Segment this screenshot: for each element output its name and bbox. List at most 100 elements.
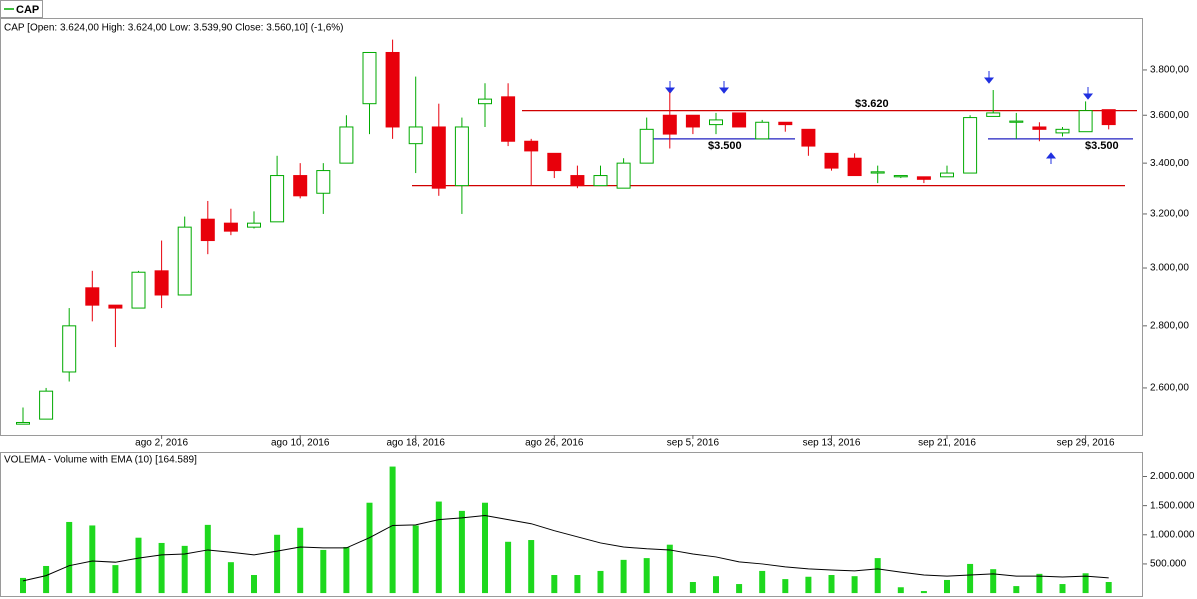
y-tick-label: 1.500.000: [1150, 500, 1195, 511]
volume-bar: [158, 542, 165, 594]
x-tick-label: ago 26, 2016: [525, 438, 584, 449]
volume-bar: [343, 547, 350, 594]
volume-bar: [297, 527, 304, 594]
volume-bar: [805, 576, 812, 594]
candle-body: [177, 226, 192, 296]
volume-bar: [897, 587, 904, 594]
legend-box: [0, 0, 43, 18]
arrow-down: [1082, 87, 1094, 100]
level-label: $3.620: [855, 98, 889, 110]
candle-body: [501, 96, 516, 142]
candle-body: [524, 140, 539, 152]
candle-body: [1078, 110, 1093, 133]
volume-bar: [505, 541, 512, 594]
candle-body: [593, 175, 608, 187]
candle-body: [408, 126, 423, 145]
volume-bar: [736, 584, 743, 594]
volume-bar: [43, 565, 50, 594]
candle-body: [431, 126, 446, 189]
arrow-up: [1045, 152, 1057, 164]
volume-bar: [112, 565, 119, 594]
arrow-down: [983, 71, 995, 84]
volume-bar: [574, 575, 581, 594]
candle-body: [1009, 120, 1024, 123]
x-tick-label: sep 21, 2016: [918, 438, 976, 449]
legend-label: CAP: [16, 4, 39, 16]
level-label: $3.500: [1085, 140, 1119, 152]
volume-bar: [1105, 582, 1112, 594]
volume-bar: [251, 575, 257, 594]
volume-bar: [389, 466, 396, 594]
arrow-down: [664, 81, 676, 94]
y-tick-label: 2.000.000: [1150, 471, 1195, 482]
candle-body: [200, 218, 215, 242]
y-tick-label: 3.000,00: [1150, 263, 1189, 274]
volume-bar: [528, 540, 535, 594]
candle-body: [870, 171, 885, 174]
x-tick-label: ago 10, 2016: [271, 438, 330, 449]
candle-body: [732, 112, 747, 128]
candle-body: [362, 51, 377, 105]
volume-bar: [920, 591, 927, 594]
volume-panel: [0, 452, 1143, 597]
volume-bar: [1059, 584, 1066, 594]
candle-body: [1055, 128, 1070, 134]
candle-body: [639, 128, 654, 164]
x-tick-label: ago 2, 2016: [135, 438, 188, 449]
candle-body: [547, 152, 562, 172]
volume-bar: [944, 579, 950, 594]
candle-body: [570, 175, 585, 187]
candle-body: [131, 271, 146, 309]
y-tick-label: 3.200,00: [1150, 209, 1189, 220]
candle-body: [270, 175, 285, 223]
volume-bar: [320, 549, 327, 594]
candle-body: [801, 128, 816, 147]
volume-bar: [435, 501, 442, 594]
candle-body: [223, 222, 238, 232]
volume-bar: [597, 570, 604, 594]
volume-bar: [66, 521, 73, 594]
candle-body: [1101, 109, 1116, 126]
volume-bar: [20, 577, 26, 594]
volume-bar: [828, 575, 835, 594]
candle-body: [847, 157, 862, 177]
candle-body: [62, 325, 77, 373]
volume-bar: [366, 502, 373, 594]
y-tick-label: 1.000.000: [1150, 529, 1195, 540]
volume-title: VOLEMA - Volume with EMA (10) [164.589]: [4, 455, 197, 466]
x-tick-label: sep 13, 2016: [803, 438, 861, 449]
candle-body: [616, 162, 631, 189]
volume-bar: [851, 576, 858, 594]
price-panel: [0, 18, 1143, 436]
candle-body: [108, 304, 123, 309]
candle-body: [293, 175, 308, 197]
volume-bar: [643, 558, 650, 594]
price-info: CAP [Open: 3.624,00 High: 3.624,00 Low: …: [4, 23, 343, 34]
candle-body: [824, 152, 839, 169]
y-tick-label: 2.800,00: [1150, 320, 1189, 331]
y-tick-label: 3.400,00: [1150, 158, 1189, 169]
volume-bar: [990, 569, 997, 594]
candle-body: [685, 114, 700, 128]
arrows: [664, 71, 1094, 164]
x-tick-label: sep 5, 2016: [667, 438, 720, 449]
candle-body: [316, 170, 331, 194]
candle-body: [778, 121, 793, 126]
candle-body: [709, 119, 723, 126]
candle-body: [1032, 126, 1047, 130]
x-tick-label: sep 29, 2016: [1057, 438, 1115, 449]
y-tick-label: 500.000: [1150, 559, 1187, 570]
volume-bar: [1013, 586, 1020, 594]
y-tick-label: 3.600,00: [1150, 110, 1189, 121]
candle-body: [16, 421, 30, 425]
volume-bar: [551, 575, 558, 594]
volume-bar: [620, 559, 627, 594]
candle-body: [154, 270, 169, 296]
volume-bar: [759, 570, 766, 594]
candle-body: [916, 176, 931, 180]
volume-bar: [204, 524, 211, 594]
volume-bar: [689, 582, 696, 594]
volume-bar: [135, 537, 142, 594]
volume-bar: [458, 510, 465, 594]
